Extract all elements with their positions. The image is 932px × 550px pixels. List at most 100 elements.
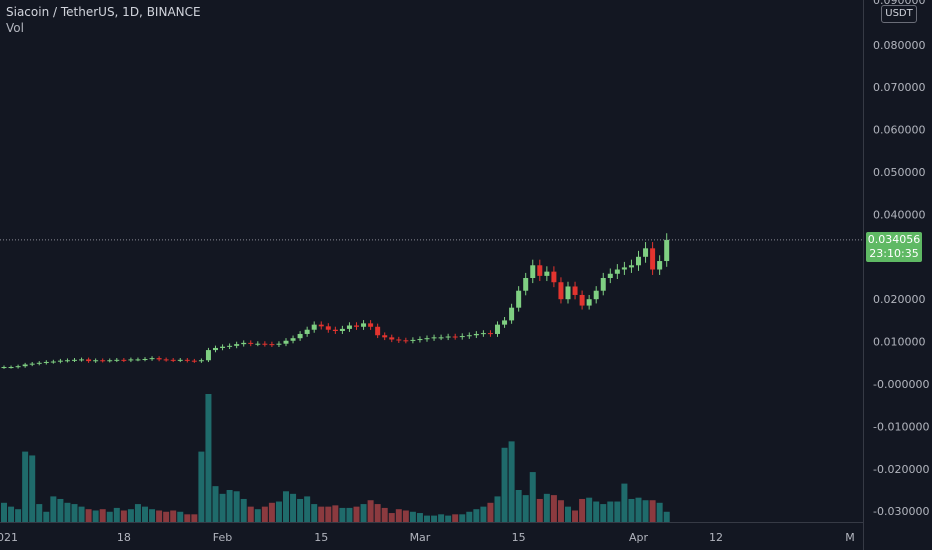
volume-bar bbox=[452, 514, 459, 522]
time-axis-label: M bbox=[845, 531, 855, 544]
candle-body bbox=[22, 364, 28, 367]
volume-bar bbox=[438, 514, 445, 522]
candle-body bbox=[473, 333, 479, 336]
volume-bar bbox=[318, 506, 325, 522]
candle-body bbox=[86, 359, 92, 362]
volume-bar bbox=[127, 509, 134, 522]
volume-bar bbox=[247, 506, 254, 522]
volume-bar bbox=[346, 507, 353, 522]
volume-bar bbox=[663, 511, 670, 522]
volume-bar bbox=[572, 510, 579, 522]
volume-bar bbox=[593, 501, 600, 522]
candle-body bbox=[396, 339, 402, 341]
candle-body bbox=[466, 335, 472, 337]
time-axis-label: 2021 bbox=[0, 531, 18, 544]
volume-bar bbox=[198, 451, 205, 522]
volume-bar bbox=[487, 502, 494, 522]
candle-body bbox=[452, 336, 458, 338]
volume-bar bbox=[416, 513, 423, 522]
candle-body bbox=[149, 358, 155, 360]
currency-selector[interactable]: USDT bbox=[881, 5, 917, 23]
time-axis-label: 18 bbox=[117, 531, 131, 544]
volume-bar bbox=[466, 511, 473, 522]
volume-bar bbox=[565, 506, 571, 522]
candle-body bbox=[424, 338, 430, 340]
candle-body bbox=[198, 360, 204, 362]
symbol-title[interactable]: Siacoin / TetherUS, 1D, BINANCE bbox=[6, 5, 201, 19]
volume-bar bbox=[163, 511, 170, 522]
volume-bar bbox=[78, 506, 85, 522]
candle-body bbox=[523, 278, 529, 291]
volume-bar bbox=[445, 515, 452, 522]
candle-body bbox=[297, 333, 303, 339]
candle-body bbox=[431, 337, 437, 339]
bar-countdown: 23:10:35 bbox=[869, 247, 919, 260]
candle-body bbox=[304, 329, 310, 334]
volume-indicator-label[interactable]: Vol bbox=[6, 21, 24, 35]
candle-body bbox=[403, 340, 409, 342]
volume-bar bbox=[297, 498, 304, 522]
candle-body bbox=[551, 271, 557, 283]
volume-bar bbox=[635, 497, 642, 522]
candle-body bbox=[621, 267, 627, 270]
volume-bar bbox=[170, 510, 177, 522]
volume-bar bbox=[557, 500, 564, 522]
candle-body bbox=[15, 366, 21, 368]
price-axis-label: 0.080000 bbox=[873, 39, 926, 52]
time-axis-label: Mar bbox=[410, 531, 431, 544]
candle-body bbox=[516, 290, 522, 308]
price-axis-label: 0.050000 bbox=[873, 166, 926, 179]
candle-body bbox=[255, 343, 261, 345]
volume-bar bbox=[184, 514, 191, 522]
volume-bar bbox=[290, 493, 297, 522]
candle-body bbox=[276, 343, 282, 345]
candle-body bbox=[311, 324, 317, 330]
candle-body bbox=[361, 323, 367, 327]
candle-body bbox=[227, 345, 233, 347]
volume-bar bbox=[22, 451, 29, 522]
volume-bar bbox=[50, 496, 57, 522]
candle-body bbox=[283, 340, 289, 344]
volume-bar bbox=[71, 504, 78, 522]
candle-body bbox=[502, 320, 508, 325]
volume-bar bbox=[579, 498, 586, 522]
volume-bar bbox=[156, 510, 163, 522]
candle-body bbox=[593, 290, 599, 300]
volume-bar bbox=[607, 501, 614, 522]
price-axis-label: 0.090000 bbox=[873, 0, 926, 7]
volume-bar bbox=[360, 504, 367, 522]
candle-body bbox=[636, 256, 641, 266]
volume-bar bbox=[311, 504, 318, 522]
price-axis-label: 0.070000 bbox=[873, 81, 926, 94]
candle-body bbox=[558, 282, 564, 300]
candle-body bbox=[346, 325, 352, 329]
candle-body bbox=[36, 362, 42, 364]
candle-body bbox=[177, 359, 183, 361]
volume-bar bbox=[212, 486, 219, 522]
candle-body bbox=[163, 359, 169, 361]
volume-bar bbox=[642, 500, 649, 522]
price-axis-label: 0.040000 bbox=[873, 208, 926, 221]
time-axis-label: Feb bbox=[213, 531, 232, 544]
candle-body bbox=[438, 337, 444, 339]
candle-body bbox=[614, 269, 620, 274]
volume-bar bbox=[515, 490, 522, 522]
volume-bar bbox=[501, 447, 508, 522]
candle-body bbox=[657, 261, 663, 270]
candle-body bbox=[586, 299, 592, 306]
volume-bar bbox=[550, 495, 557, 522]
volume-bar bbox=[374, 504, 381, 522]
volume-bar bbox=[219, 493, 226, 522]
candle-body bbox=[220, 346, 226, 348]
volume-bar bbox=[473, 509, 480, 522]
price-axis-label: -0.000000 bbox=[873, 378, 929, 391]
volume-bar bbox=[57, 498, 64, 522]
candle-body bbox=[156, 358, 162, 360]
volume-bar bbox=[600, 504, 607, 522]
time-axis-border bbox=[0, 522, 864, 523]
candle-body bbox=[114, 359, 120, 361]
volume-bar bbox=[381, 507, 388, 522]
volume-bar bbox=[529, 472, 536, 522]
candle-body bbox=[50, 361, 56, 363]
